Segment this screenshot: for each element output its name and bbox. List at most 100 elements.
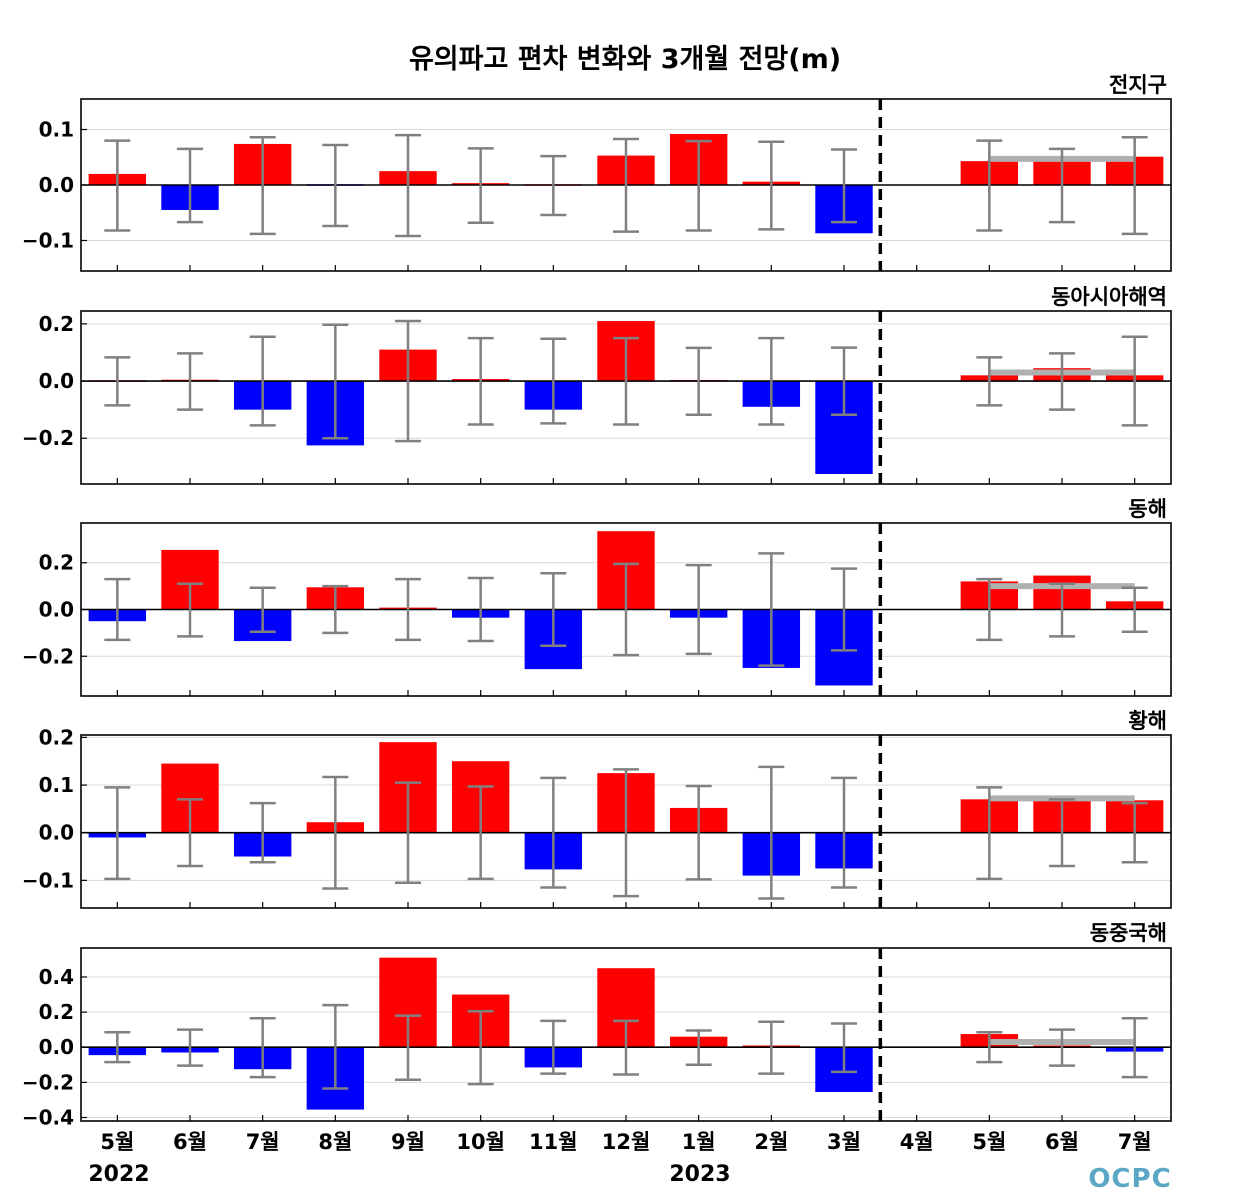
panel-2: 0.2 0.0 −0.2 동해	[22, 497, 1172, 697]
error-bar	[395, 1014, 421, 1081]
panel-label: 동중국해	[1090, 921, 1167, 945]
error-bar	[685, 1029, 712, 1067]
error-bar	[395, 781, 421, 884]
error-bar	[613, 137, 639, 233]
error-bar	[395, 577, 421, 642]
panel-label: 동아시아해역	[1051, 285, 1167, 309]
y-tick-label: 0.0	[39, 598, 74, 622]
y-tick-label: 0.2	[39, 725, 74, 749]
panel-label: 동해	[1128, 497, 1167, 521]
x-tick-label: 1월	[682, 1130, 716, 1154]
error-bar	[1049, 1028, 1075, 1067]
x-tick-label: 2월	[754, 1130, 788, 1154]
y-tick-label: 0.1	[39, 118, 74, 142]
error-bar	[249, 586, 276, 633]
ocpc-logo: OCPC	[1088, 1164, 1171, 1194]
error-bar	[540, 154, 567, 217]
y-tick-label: −0.2	[22, 426, 74, 450]
error-bar	[467, 336, 494, 426]
error-bar	[976, 786, 1003, 881]
error-bar	[1121, 586, 1148, 633]
error-bar	[1049, 352, 1075, 411]
error-bar	[976, 577, 1003, 642]
error-bar	[177, 1028, 203, 1067]
error-bar	[249, 335, 276, 427]
error-bar	[758, 140, 785, 231]
x-tick-label: 12월	[602, 1130, 651, 1154]
error-bar	[177, 798, 203, 868]
year-label-2023: 2023	[669, 1162, 730, 1187]
error-bar	[758, 1020, 785, 1075]
panel-label: 황해	[1128, 709, 1167, 733]
error-bar	[685, 139, 712, 232]
error-bar	[831, 346, 857, 417]
error-bar	[1049, 798, 1075, 868]
error-bar	[1121, 801, 1148, 864]
error-bar	[395, 133, 421, 238]
error-bar	[1049, 582, 1075, 638]
y-tick-label: 0.0	[39, 173, 74, 197]
y-tick-label: 0.0	[39, 1035, 74, 1059]
y-tick-label: 0.2	[39, 1000, 74, 1024]
error-bar	[249, 1017, 276, 1079]
x-tick-label: 9월	[391, 1130, 425, 1154]
panel-0: 0.1 0.0 −0.1 전지구	[22, 73, 1172, 272]
panel-frame	[80, 734, 1172, 909]
y-tick-label: 0.1	[39, 773, 74, 797]
error-bar	[322, 143, 349, 228]
error-bar	[395, 319, 421, 443]
y-tick-label: −0.2	[22, 1070, 74, 1094]
error-bar	[613, 562, 639, 657]
error-bar	[540, 572, 567, 647]
error-bar	[685, 784, 712, 881]
error-bar	[540, 776, 567, 889]
error-bar	[1049, 147, 1075, 224]
error-bar	[831, 567, 857, 652]
x-tick-label: 10월	[456, 1130, 505, 1154]
y-tick-label: 0.2	[39, 551, 74, 575]
y-tick-label: −0.2	[22, 644, 74, 668]
y-tick-label: −0.1	[22, 228, 74, 252]
error-bar	[177, 352, 203, 411]
y-tick-label: 0.2	[39, 312, 74, 336]
error-bar	[104, 139, 131, 232]
error-bar	[467, 576, 494, 643]
error-bar	[976, 356, 1003, 407]
error-bar	[613, 336, 639, 426]
error-bar	[322, 584, 349, 635]
error-bar	[104, 1031, 131, 1064]
panel-3: 0.2 0.1 0.0 −0.1 황해	[22, 709, 1172, 909]
y-tick-label: 0.0	[39, 821, 74, 845]
panel-frame	[80, 947, 1172, 1122]
x-tick-label: 5월	[972, 1130, 1006, 1154]
error-bar	[1121, 1017, 1148, 1079]
error-bar	[685, 346, 712, 417]
x-tick-label: 3월	[827, 1130, 861, 1154]
x-tick-label: 6월	[173, 1130, 207, 1154]
error-bar	[758, 765, 785, 900]
year-label-2022: 2022	[88, 1162, 149, 1187]
y-tick-label: 0.4	[39, 965, 74, 989]
x-axis-labels: 5월 6월 7월 8월 9월 10월 11월 12월 1월 2월 3월 4월 5월 6월 7월	[100, 1130, 1151, 1154]
error-bar	[249, 801, 276, 864]
panel-label: 전지구	[1109, 73, 1167, 97]
panel-frame	[80, 310, 1172, 485]
error-bar	[1121, 136, 1148, 236]
x-tick-label: 11월	[529, 1130, 578, 1154]
error-bar	[322, 775, 349, 890]
chart-panels: 0.1 0.0 −0.1 전지구 0.2 0.0 −0.2 동아시아해역 0.2 0.0 −0.2 동…	[22, 73, 1172, 1129]
error-bar	[613, 768, 639, 898]
error-bar	[177, 147, 203, 224]
error-bar	[177, 582, 203, 638]
error-bar	[613, 1019, 639, 1076]
x-tick-label: 8월	[318, 1130, 352, 1154]
y-tick-label: −0.1	[22, 868, 74, 892]
error-bar	[540, 337, 567, 425]
x-tick-label: 5월	[100, 1130, 134, 1154]
y-tick-label: 0.0	[39, 369, 74, 393]
error-bar	[322, 323, 349, 440]
error-bar	[322, 1003, 349, 1090]
x-tick-label: 4월	[900, 1130, 934, 1154]
error-bar	[831, 148, 857, 224]
error-bar	[104, 356, 131, 407]
